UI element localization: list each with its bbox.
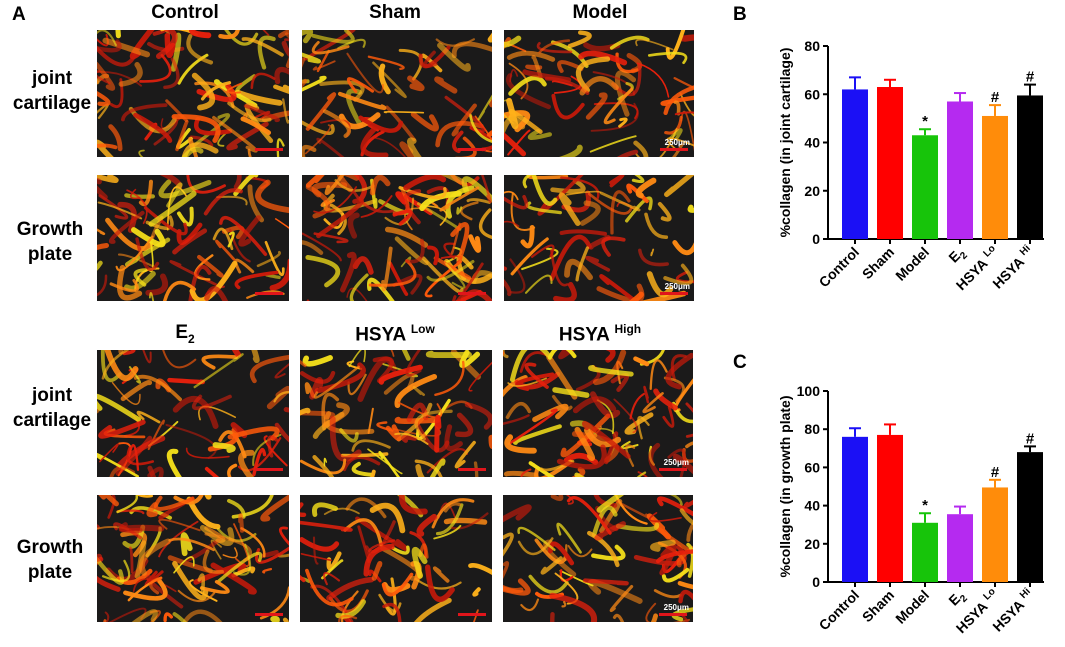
micrograph-sham-growth-plate [302,175,492,301]
micrograph-model-growth-plate: 250μm [504,175,694,301]
y-tick-label: 100 [797,383,821,399]
micrograph-hsya-low-growth-plate [300,495,492,622]
y-tick-label: 80 [804,421,820,437]
y-axis-label: %collagen (in growth plate) [777,395,793,577]
y-tick-label: 80 [804,38,820,54]
scale-bar [458,468,486,471]
x-tick-label: E2 [945,586,970,611]
micrograph-e2-growth-plate [97,495,289,622]
bar [1017,452,1043,582]
y-tick-label: 40 [804,135,820,151]
y-tick-label: 0 [812,231,820,247]
y-tick-label: 40 [804,498,820,514]
micrograph-texture [504,175,694,301]
bar [912,135,938,239]
significance-marker: * [922,113,928,130]
row-label-joint-cartilage-1: joint cartilage [12,68,92,114]
micrograph-texture [97,175,289,301]
micrograph-control-joint-cartilage [97,30,289,157]
bar [982,115,1008,239]
x-tick-label: Model [892,587,932,627]
x-tick-label: Sham [859,244,897,282]
micrograph-texture [503,495,693,622]
significance-marker: # [1026,69,1035,86]
column-title-sham: Sham [369,2,421,23]
y-axis-label: %collagen (in joint cartilage) [777,48,793,238]
bar [912,522,938,582]
scale-bar-label: 250μm [664,138,690,147]
bar [947,101,973,239]
micrograph-texture [302,30,492,157]
significance-marker: # [991,464,1000,481]
bar [842,89,868,239]
scale-bar [659,468,687,471]
micrograph-control-growth-plate [97,175,289,301]
bar-chart-joint-cartilage: 0 20 40 60 80 %collagen (in joint cartilage) C… [777,38,1044,293]
bar-chart-growth-plate: 0 20 40 60 80 100%collagen (in growth plate) C… [777,383,1044,636]
micrograph-texture [302,175,492,301]
micrograph-texture [503,350,693,477]
significance-marker: # [1026,430,1035,447]
micrograph-texture [504,30,694,157]
y-tick-label: 60 [804,459,820,475]
row-label-growth-plate-1: Growth plate [16,219,84,265]
panel-letter-c: C [733,352,747,373]
micrograph-e2-joint-cartilage [97,350,289,477]
scale-bar [255,613,283,616]
column-title-model: Model [572,2,628,23]
scale-bar [458,148,486,151]
scale-bar-label: 250μm [664,282,690,291]
micrograph-texture [97,350,289,477]
bar [1017,95,1043,239]
scale-bar [255,468,283,471]
panel-letter-b: B [733,4,747,25]
column-title-hsya-high: HSYA High [558,322,642,346]
bar [877,87,903,239]
scale-bar [660,148,688,151]
column-title-control: Control [151,2,219,23]
micrograph-hsya-high-growth-plate: 250μm [503,495,693,622]
bar [982,487,1008,582]
panel-letter-a: A [12,4,26,25]
significance-marker: # [991,89,1000,106]
scale-bar-label: 250μm [663,603,689,612]
y-tick-label: 0 [812,574,820,590]
scale-bar [255,292,283,295]
scale-bar-label: 250μm [663,458,689,467]
x-tick-label: Control [816,244,863,291]
x-tick-label: E2 [945,243,970,268]
micrograph-texture [300,495,492,622]
y-tick-label: 60 [804,86,820,102]
scale-bar [458,613,486,616]
scale-bar [660,292,688,295]
bar [947,514,973,582]
scale-bar [458,292,486,295]
row-label-growth-plate-2: Growth plate [16,537,84,583]
micrograph-texture [97,30,289,157]
micrograph-texture [97,495,289,622]
x-tick-label: Sham [859,587,897,625]
significance-marker: * [922,497,928,514]
scale-bar [659,613,687,616]
y-tick-label: 20 [804,183,820,199]
micrograph-model-joint-cartilage: 250μm [504,30,694,157]
micrograph-texture [300,350,492,477]
x-tick-label: Control [816,587,863,634]
y-tick-label: 20 [804,536,820,552]
column-title-hsya-low: HSYA Low [355,322,435,346]
x-tick-label: Model [892,244,932,284]
micrograph-hsya-low-joint-cartilage [300,350,492,477]
scale-bar [255,148,283,151]
micrograph-hsya-high-joint-cartilage: 250μm [503,350,693,477]
bar [842,436,868,582]
row-label-joint-cartilage-2: joint cartilage [12,385,92,431]
micrograph-sham-joint-cartilage [302,30,492,157]
column-title-e2: E2 [175,322,195,346]
bar [877,434,903,582]
